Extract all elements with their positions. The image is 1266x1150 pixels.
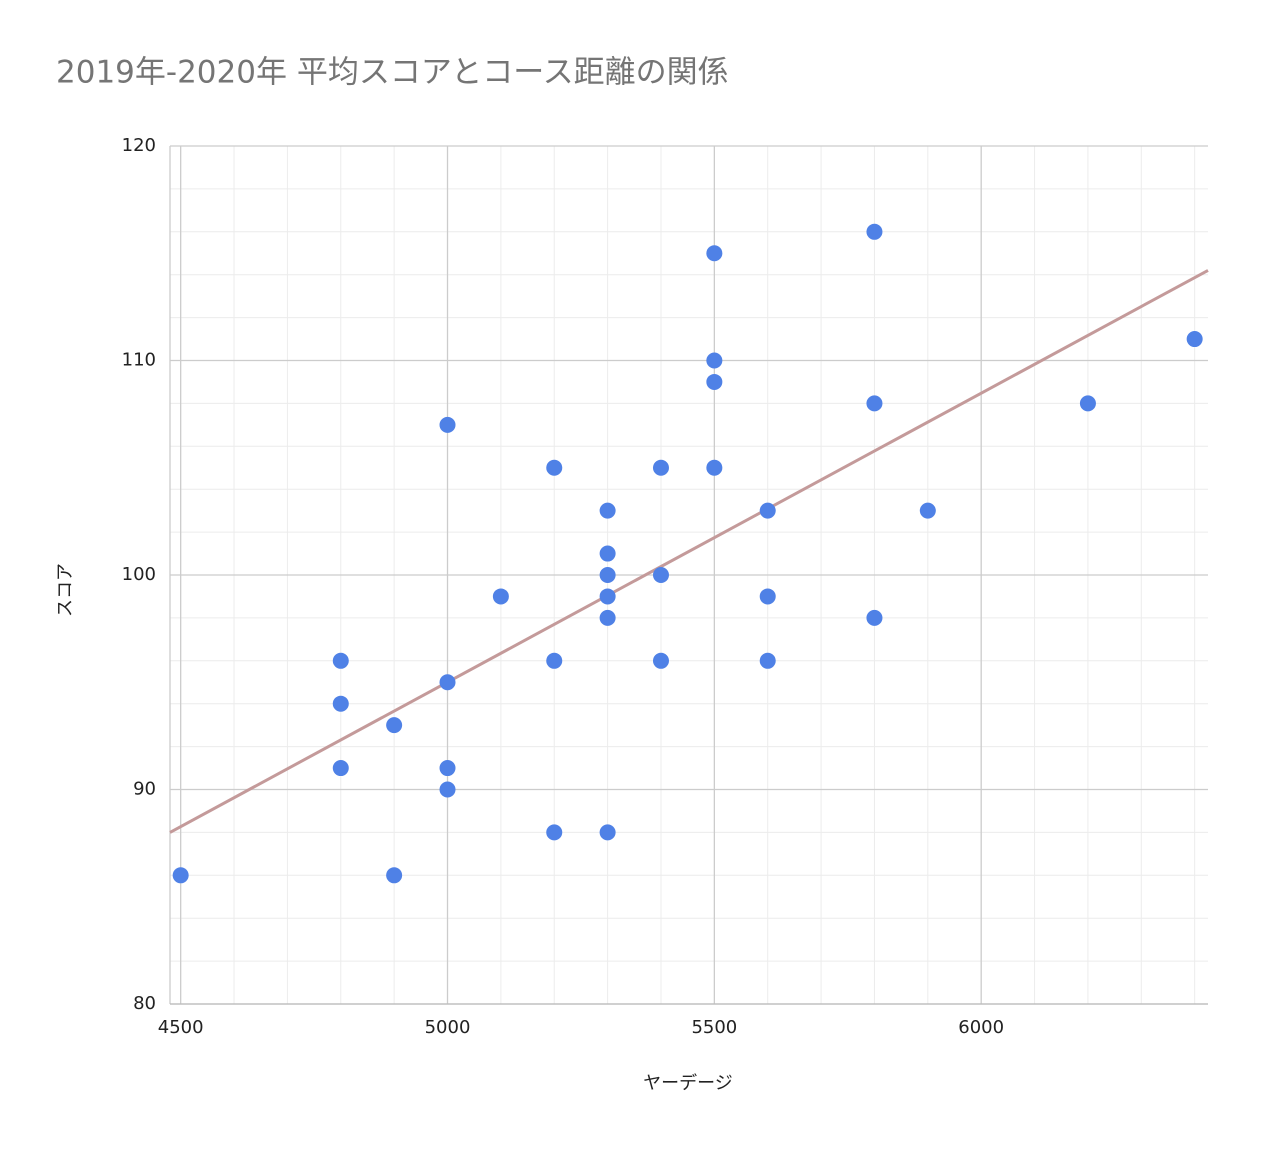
- point: [652, 459, 669, 476]
- point: [652, 567, 669, 583]
- point: [439, 760, 456, 777]
- y-tick-label: 90: [133, 779, 156, 800]
- y-tick-label: 80: [133, 993, 156, 1014]
- point: [599, 824, 616, 841]
- x-tick-label: 5500: [691, 1017, 737, 1038]
- point: [439, 781, 456, 798]
- point: [386, 867, 403, 884]
- x-tick-label: 6000: [958, 1017, 1004, 1038]
- y-tick-label: 120: [122, 135, 156, 156]
- point: [706, 373, 723, 390]
- point: [652, 652, 669, 669]
- point: [919, 502, 936, 519]
- x-tick-label: 4500: [158, 1017, 204, 1038]
- point: [706, 459, 723, 476]
- chart-title: 2019年-2020年 平均スコアとコース距離の関係: [56, 55, 729, 91]
- point: [546, 459, 563, 476]
- point: [599, 567, 616, 583]
- trendline: [169, 269, 1209, 834]
- point: [386, 717, 403, 734]
- point: [759, 502, 776, 519]
- y-tick-label: 100: [122, 564, 156, 585]
- point: [172, 867, 189, 884]
- point: [546, 824, 563, 841]
- point: [439, 674, 456, 691]
- y-axis-label: スコア: [55, 563, 76, 617]
- x-tick-label: 5000: [425, 1017, 471, 1038]
- point: [706, 245, 723, 262]
- point: [866, 395, 883, 412]
- point: [759, 652, 776, 669]
- point: [866, 223, 883, 240]
- point: [546, 652, 563, 669]
- point: [599, 502, 616, 519]
- point: [599, 545, 616, 562]
- point: [599, 588, 616, 605]
- point: [492, 588, 509, 605]
- point: [439, 416, 456, 433]
- point: [332, 652, 349, 669]
- y-tick-label: 110: [122, 350, 156, 371]
- point: [866, 609, 883, 626]
- point: [332, 695, 349, 712]
- point: [1079, 395, 1096, 412]
- point: [759, 588, 776, 605]
- point: [706, 352, 723, 369]
- x-axis-label: ヤーデージ: [643, 1073, 733, 1094]
- point: [1186, 331, 1203, 348]
- point: [599, 609, 616, 626]
- point: [332, 760, 349, 777]
